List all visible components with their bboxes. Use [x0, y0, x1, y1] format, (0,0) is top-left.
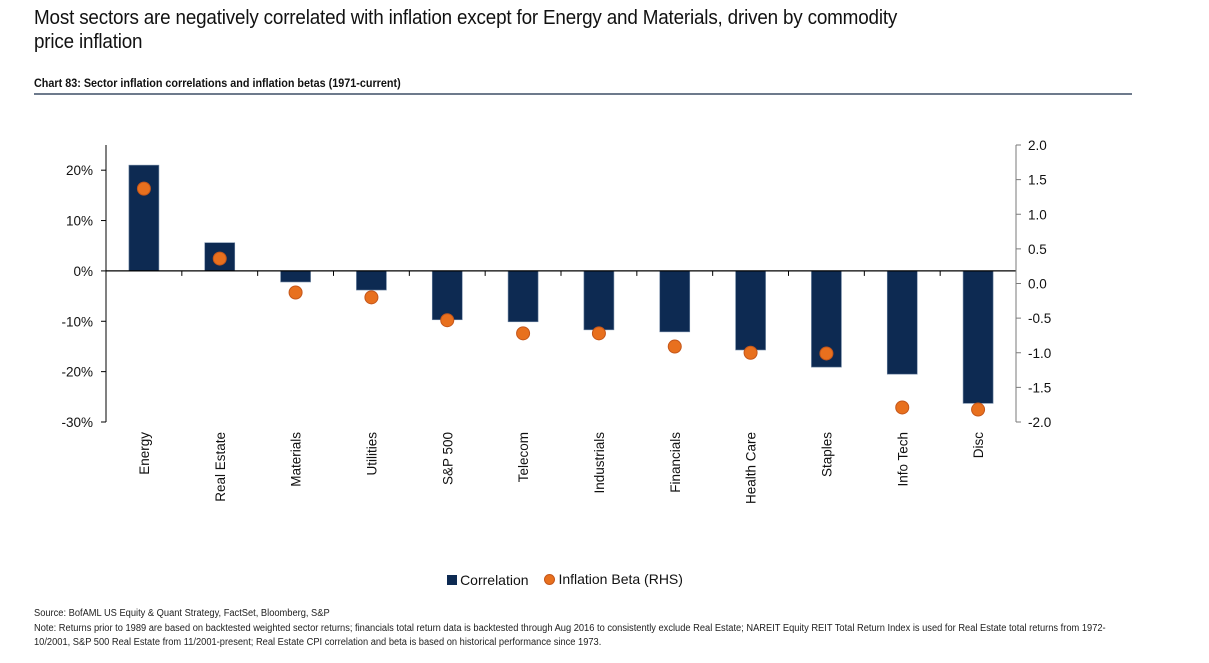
- chart-label: Chart 83: Sector inflation correlations …: [34, 76, 401, 90]
- dot-inflation-beta: [516, 326, 531, 341]
- dot-inflation-beta: [667, 339, 682, 354]
- note-line-2: 10/2001, S&P 500 Real Estate from 11/200…: [34, 637, 602, 648]
- bar-correlation: [583, 270, 615, 331]
- chart: 20% 10% 0% -10% -20% -30% 2.0 1.5 1.0 0.5 0.0 -0.5 -…: [61, 138, 1051, 504]
- note-line-1: Note: Returns prior to 1989 are based on…: [34, 622, 1106, 634]
- x-axis-category-label: Energy: [137, 432, 152, 475]
- legend-swatch-dot: [544, 573, 556, 585]
- dots-layer: [136, 181, 986, 417]
- right-axis-tick-label: -1.0: [1028, 346, 1051, 361]
- dot-inflation-beta: [136, 181, 151, 196]
- x-axis-category-label: Staples: [819, 432, 834, 477]
- dot-inflation-beta: [971, 402, 986, 417]
- right-axis-tick-label: 0.0: [1028, 277, 1047, 292]
- legend-label-beta: Inflation Beta (RHS): [558, 571, 683, 587]
- dot-inflation-beta: [743, 345, 758, 360]
- x-axis-category-label: Disc: [971, 432, 986, 458]
- right-axis-tick-label: 2.0: [1028, 138, 1047, 153]
- bar-correlation: [962, 270, 994, 404]
- bar-correlation: [431, 270, 463, 321]
- header-rule: [34, 93, 1132, 95]
- dot-inflation-beta: [440, 313, 455, 328]
- x-axis-category-label: Info Tech: [895, 432, 910, 487]
- right-axis-tick-label: -1.5: [1028, 380, 1051, 395]
- x-axis-category-label: Real Estate: [213, 432, 228, 502]
- right-axis-tick-label: -2.0: [1028, 415, 1051, 430]
- right-axis-tick-label: 0.5: [1028, 242, 1047, 257]
- right-axis-tick-label: -0.5: [1028, 311, 1051, 326]
- x-axis-category-label: Telecom: [516, 432, 531, 482]
- bar-correlation: [886, 270, 918, 375]
- x-axis-category-label: Utilities: [364, 432, 379, 476]
- bar-correlation: [128, 164, 160, 272]
- bar-correlation: [280, 270, 311, 283]
- x-axis-category-label: Materials: [289, 432, 304, 487]
- left-axis-tick-label: -30%: [61, 415, 93, 430]
- source-note: Source: BofAML US Equity & Quant Strateg…: [34, 608, 330, 619]
- left-axis-tick-label: 20%: [66, 163, 93, 178]
- labels-layer: 20% 10% 0% -10% -20% -30% 2.0 1.5 1.0 0.5 0.0 -0.5 -…: [61, 138, 1051, 504]
- bar-correlation: [659, 270, 691, 333]
- dot-inflation-beta: [288, 285, 303, 300]
- right-axis-tick-label: 1.5: [1028, 173, 1047, 188]
- legend: Correlation Inflation Beta (RHS): [0, 571, 1130, 588]
- bar-correlation: [735, 270, 766, 351]
- x-axis-category-label: Health Care: [744, 432, 759, 504]
- x-axis-category-label: Industrials: [592, 432, 607, 494]
- right-axis-tick-label: 1.0: [1028, 207, 1047, 222]
- dot-inflation-beta: [212, 251, 227, 266]
- legend-item-beta: Inflation Beta (RHS): [544, 571, 683, 587]
- bars-layer: [128, 164, 994, 404]
- legend-label-correlation: Correlation: [460, 571, 529, 588]
- axes-layer: [101, 144, 1021, 423]
- dot-inflation-beta: [819, 346, 834, 361]
- legend-swatch-square: [447, 574, 458, 585]
- headline: Most sectors are negatively correlated w…: [34, 6, 898, 53]
- dot-inflation-beta: [591, 326, 606, 341]
- left-axis-tick-label: -20%: [61, 365, 93, 380]
- left-axis-tick-label: -10%: [61, 314, 93, 329]
- dot-inflation-beta: [364, 290, 379, 305]
- left-axis-tick-label: 0%: [73, 264, 93, 279]
- dot-inflation-beta: [895, 400, 910, 415]
- x-axis-category-label: S&P 500: [440, 432, 455, 485]
- footnotes: Source: BofAML US Equity & Quant Strateg…: [34, 607, 1131, 651]
- left-axis-tick-label: 10%: [66, 214, 93, 229]
- x-axis-category-label: Financials: [668, 432, 683, 493]
- bar-correlation: [356, 270, 387, 291]
- legend-item-correlation: Correlation: [447, 571, 529, 588]
- bar-correlation: [507, 270, 539, 323]
